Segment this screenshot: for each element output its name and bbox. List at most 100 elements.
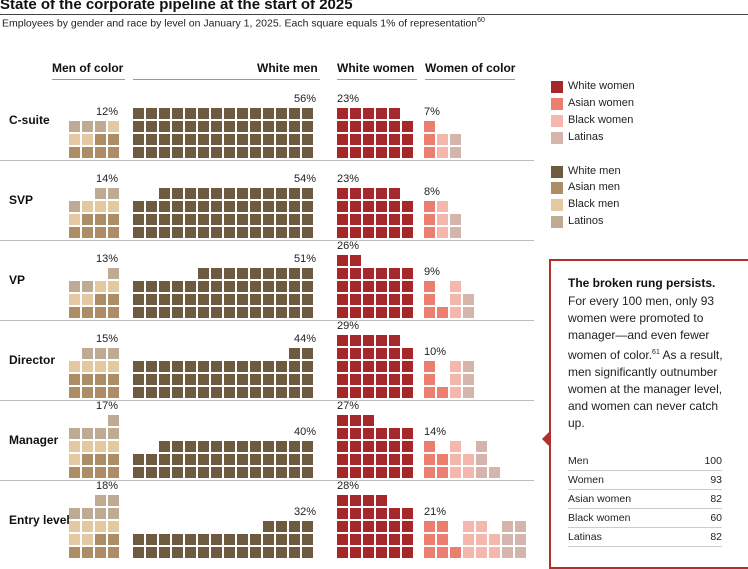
square-white-men xyxy=(211,214,222,225)
square-men-of-color xyxy=(82,307,93,318)
square-men-of-color xyxy=(69,307,80,318)
pct-women-of-color: 14% xyxy=(424,426,447,438)
square-white-women xyxy=(350,227,361,238)
square-white-men xyxy=(276,227,287,238)
callout-body: For every 100 men, only 93 women were pr… xyxy=(568,294,723,430)
square-white-women xyxy=(389,335,400,346)
square-asian-women xyxy=(424,441,435,452)
square-asian-women xyxy=(424,534,435,545)
square-men-of-color xyxy=(108,147,119,158)
square-white-men xyxy=(302,201,313,212)
square-white-men xyxy=(250,227,261,238)
square-white-men xyxy=(276,547,287,558)
pct-women-of-color: 8% xyxy=(424,186,440,198)
square-asian-women xyxy=(424,134,435,145)
square-white-men xyxy=(250,374,261,385)
square-white-men xyxy=(302,108,313,119)
square-white-women xyxy=(350,281,361,292)
square-white-men xyxy=(289,134,300,145)
square-white-women xyxy=(363,547,374,558)
square-white-women xyxy=(402,547,413,558)
square-white-men xyxy=(172,454,183,465)
square-white-men xyxy=(211,147,222,158)
square-white-men xyxy=(224,387,235,398)
square-men-of-color xyxy=(95,387,106,398)
square-black-women xyxy=(450,374,461,385)
square-white-women xyxy=(389,108,400,119)
row-separator xyxy=(0,160,534,161)
promotion-table: Men 100 Women 93 Asian women 82 Black women… xyxy=(568,452,722,547)
square-men-of-color xyxy=(95,521,106,532)
square-white-men xyxy=(146,121,157,132)
square-men-of-color xyxy=(82,521,93,532)
square-white-men xyxy=(276,361,287,372)
square-white-men xyxy=(276,534,287,545)
square-men-of-color xyxy=(69,227,80,238)
square-latinas xyxy=(515,521,526,532)
square-white-men xyxy=(263,227,274,238)
column-rule xyxy=(133,79,320,80)
square-white-men xyxy=(289,201,300,212)
square-white-men xyxy=(250,201,261,212)
square-white-men xyxy=(250,121,261,132)
square-white-men xyxy=(172,147,183,158)
square-white-men xyxy=(237,281,248,292)
square-white-men xyxy=(224,268,235,279)
square-white-men xyxy=(146,547,157,558)
square-men-of-color xyxy=(82,214,93,225)
legend-label-black-men: Black men xyxy=(568,198,620,210)
square-white-women xyxy=(376,134,387,145)
square-white-men xyxy=(289,547,300,558)
square-men-of-color xyxy=(95,534,106,545)
square-white-men xyxy=(211,134,222,145)
column-rule xyxy=(337,79,417,80)
square-men-of-color xyxy=(95,307,106,318)
square-white-men xyxy=(198,201,209,212)
square-white-women xyxy=(376,534,387,545)
square-white-men xyxy=(224,227,235,238)
square-white-women xyxy=(350,134,361,145)
square-white-women xyxy=(389,214,400,225)
square-men-of-color xyxy=(95,227,106,238)
square-latinas xyxy=(450,147,461,158)
square-men-of-color xyxy=(82,134,93,145)
square-white-men xyxy=(185,307,196,318)
square-white-men xyxy=(237,294,248,305)
square-white-men xyxy=(224,374,235,385)
square-white-men xyxy=(289,108,300,119)
pct-women-of-color: 9% xyxy=(424,266,440,278)
square-white-men xyxy=(302,547,313,558)
square-white-men xyxy=(250,268,261,279)
square-white-men xyxy=(198,121,209,132)
square-white-men xyxy=(146,387,157,398)
square-white-men xyxy=(224,441,235,452)
square-white-men xyxy=(302,281,313,292)
square-white-men xyxy=(159,441,170,452)
square-white-women xyxy=(389,508,400,519)
square-men-of-color xyxy=(69,134,80,145)
square-white-men xyxy=(276,441,287,452)
square-white-men xyxy=(263,534,274,545)
square-asian-women xyxy=(424,294,435,305)
square-white-men xyxy=(133,307,144,318)
square-white-women xyxy=(389,521,400,532)
square-white-men xyxy=(302,121,313,132)
square-white-women xyxy=(402,467,413,478)
square-white-men xyxy=(224,214,235,225)
row-label: VP xyxy=(9,273,26,287)
square-white-men xyxy=(237,134,248,145)
square-men-of-color xyxy=(69,428,80,439)
square-white-men xyxy=(289,534,300,545)
square-white-men xyxy=(302,441,313,452)
square-white-women xyxy=(389,454,400,465)
square-white-men xyxy=(276,268,287,279)
square-white-men xyxy=(250,281,261,292)
square-white-women xyxy=(389,547,400,558)
square-white-women xyxy=(337,428,348,439)
square-white-women xyxy=(363,147,374,158)
square-white-men xyxy=(289,294,300,305)
square-white-men xyxy=(237,214,248,225)
square-white-men xyxy=(276,281,287,292)
square-asian-women xyxy=(437,534,448,545)
square-white-men xyxy=(185,387,196,398)
